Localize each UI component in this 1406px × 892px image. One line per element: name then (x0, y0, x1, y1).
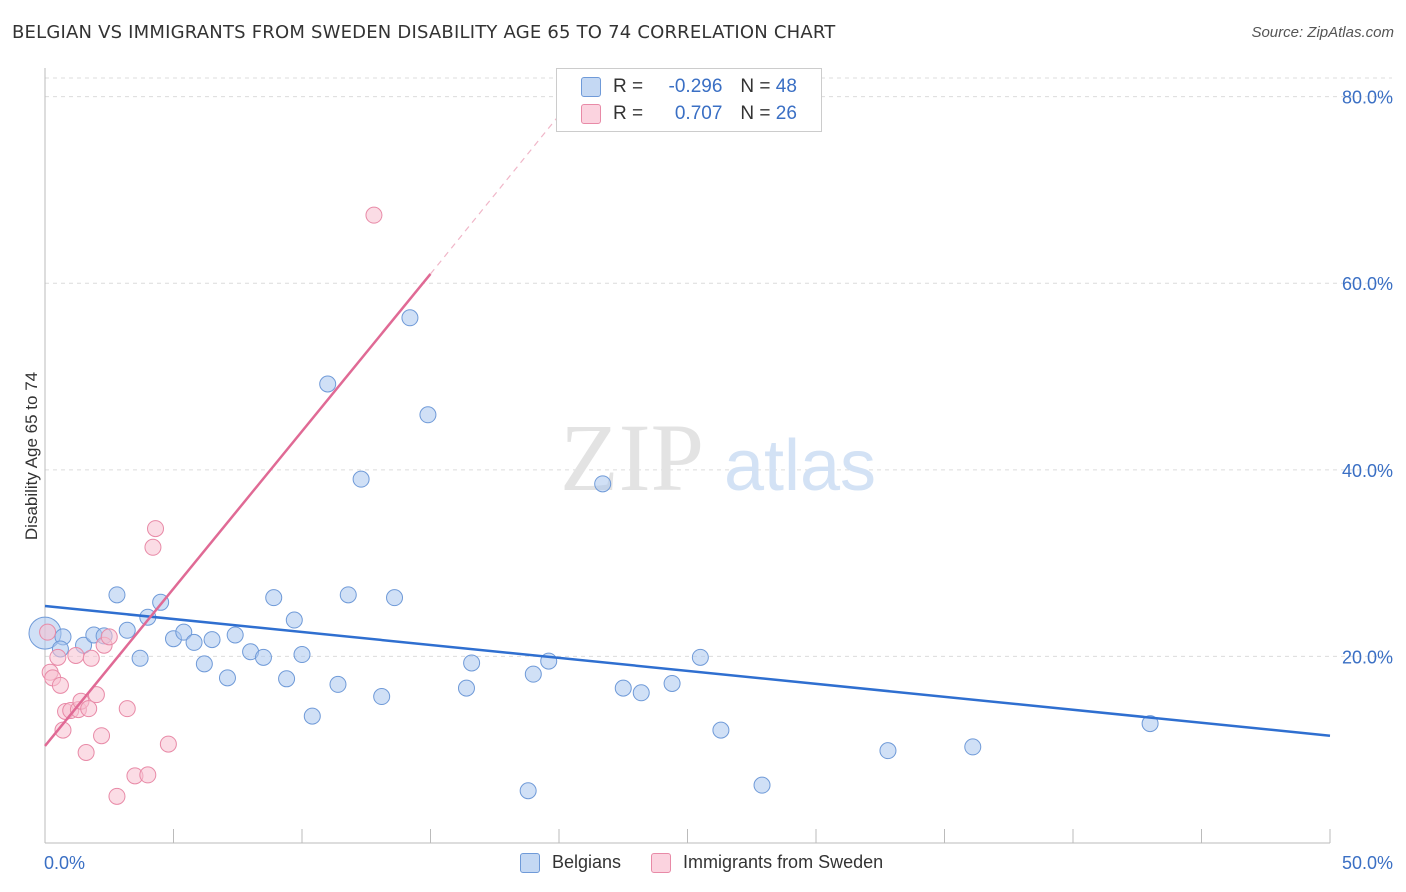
belgians-swatch (581, 77, 601, 97)
belgians-legend-swatch (520, 852, 540, 873)
sweden-trend-extension (430, 114, 560, 275)
belgians-points (28, 309, 1159, 800)
belgian-point (226, 626, 244, 644)
belgian-point (278, 670, 296, 688)
belgian-point (293, 646, 311, 664)
belgian-point (712, 721, 730, 739)
sweden-legend-swatch (651, 852, 672, 873)
n-label: N = (740, 76, 771, 97)
sweden-point (159, 735, 177, 753)
sweden-swatch (581, 104, 601, 124)
belgian-point (175, 623, 193, 641)
sweden-point (100, 628, 118, 646)
sweden-point (77, 744, 95, 762)
y-tick-label: 80.0% (1342, 88, 1393, 108)
sweden-point (365, 206, 383, 224)
source-label: Source: ZipAtlas.com (1251, 24, 1394, 41)
belgian-point (303, 707, 321, 725)
belgian-point (352, 470, 370, 488)
axes (44, 68, 1331, 844)
belgian-point (879, 742, 897, 760)
sweden-point (118, 700, 136, 718)
belgian-point (131, 649, 149, 667)
sweden-point (67, 646, 85, 664)
sweden-point (82, 649, 100, 667)
belgians-n-value: 48 (775, 76, 797, 97)
sweden-point (49, 648, 67, 666)
sweden-n-value: 26 (775, 103, 797, 124)
sweden-point (139, 766, 157, 784)
r-label: R = (613, 103, 644, 124)
sweden-points (39, 206, 383, 805)
tick-labels: 20.0% 40.0% 60.0% 80.0% 0.0% 50.0% (44, 88, 1393, 873)
belgian-point (218, 669, 236, 687)
sweden-point (93, 727, 111, 745)
y-axis-label: Disability Age 65 to 74 (22, 371, 41, 541)
belgian-point (185, 633, 203, 651)
watermark-zip: ZIP (560, 404, 704, 511)
belgian-point (1141, 715, 1159, 733)
sweden-point (39, 623, 57, 641)
sweden-trend-line (44, 273, 432, 747)
n-label: N = (740, 103, 771, 124)
belgian-point (463, 654, 481, 672)
series-legend: Belgians Immigrants from Sweden (520, 852, 883, 873)
legend-row-sweden: R = 0.707 N = 26 (581, 103, 797, 125)
sweden-point (108, 787, 126, 805)
sweden-point (147, 520, 165, 538)
belgian-point (691, 648, 709, 666)
x-tick-label: 0.0% (44, 853, 85, 873)
belgian-point (373, 688, 391, 706)
data-points (28, 206, 1159, 805)
belgian-point (419, 406, 437, 424)
belgian-point (319, 375, 337, 393)
belgian-point (118, 621, 136, 639)
x-tick-label: 50.0% (1342, 853, 1393, 873)
belgian-point (594, 475, 612, 493)
chart-title: BELGIAN VS IMMIGRANTS FROM SWEDEN DISABI… (12, 22, 836, 43)
belgian-point (753, 776, 771, 794)
belgian-point (632, 684, 650, 702)
sweden-point (51, 676, 69, 694)
sweden-legend-label: Immigrants from Sweden (683, 852, 884, 872)
sweden-r-value: 0.707 (674, 103, 723, 124)
belgian-point (457, 679, 475, 697)
belgian-point (339, 586, 357, 604)
r-label: R = (613, 76, 644, 97)
y-tick-label: 20.0% (1342, 647, 1393, 667)
trend-lines (44, 114, 1331, 747)
belgian-point (401, 309, 419, 327)
belgian-point (195, 655, 213, 673)
sweden-point (144, 538, 162, 556)
belgian-point (524, 665, 542, 683)
belgian-point (663, 674, 681, 692)
belgians-legend-label: Belgians (552, 852, 622, 872)
y-tick-label: 60.0% (1342, 274, 1393, 294)
belgian-point (265, 589, 283, 607)
belgian-point (329, 675, 347, 693)
belgian-point (964, 738, 982, 756)
belgian-point (254, 648, 272, 666)
watermark-atlas: atlas (724, 426, 876, 506)
grid (45, 77, 1392, 657)
belgian-point (285, 611, 303, 629)
correlation-legend: R = -0.296 N = 48 R = 0.707 N = 26 (556, 68, 822, 132)
belgian-point (519, 782, 537, 800)
watermark: ZIP atlas (560, 404, 876, 511)
belgian-point (108, 586, 126, 604)
belgian-point (614, 679, 632, 697)
y-tick-label: 40.0% (1342, 461, 1393, 481)
legend-row-belgians: R = -0.296 N = 48 (581, 76, 797, 98)
sweden-point (80, 700, 98, 718)
belgians-trend-line (44, 604, 1331, 737)
belgian-point (203, 631, 221, 649)
belgian-point (386, 589, 404, 607)
belgians-r-value: -0.296 (668, 76, 723, 97)
